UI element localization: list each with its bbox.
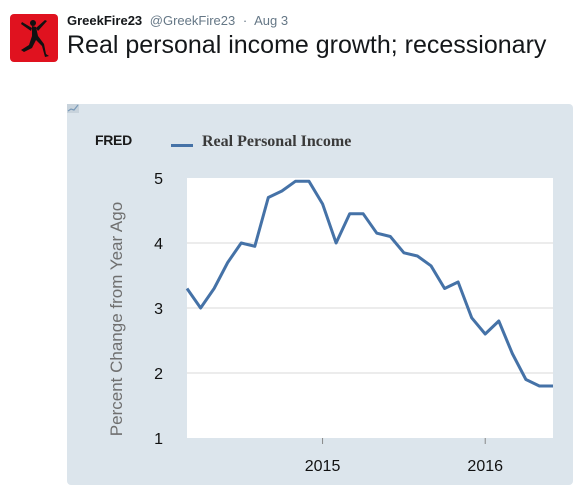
y-tick-label: 3 xyxy=(154,301,163,318)
tweet-header: GreekFire23 @GreekFire23 · Aug 3 xyxy=(67,13,288,28)
y-tick-label: 5 xyxy=(154,171,163,188)
legend-swatch xyxy=(171,144,193,147)
tweet-text: Real personal income growth; recessionar… xyxy=(67,31,547,59)
author-name[interactable]: GreekFire23 xyxy=(67,13,143,28)
fred-graph-icon xyxy=(67,104,79,113)
series-line-real-personal-income xyxy=(185,179,553,388)
tweet-date[interactable]: Aug 3 xyxy=(254,13,289,28)
y-tick-label: 4 xyxy=(154,236,163,253)
avatar[interactable] xyxy=(10,14,58,62)
author-handle[interactable]: @GreekFire23 xyxy=(149,13,236,28)
chart-svg: 1 2 3 4 5 2015 2016 xyxy=(154,171,554,475)
y-tick-label: 2 xyxy=(154,366,163,383)
separator: · xyxy=(242,13,248,28)
x-tick-label: 2015 xyxy=(305,458,341,475)
chart-image[interactable]: FRED Real Personal Income Percent Change… xyxy=(67,104,573,485)
fred-logo: FRED xyxy=(95,132,132,148)
y-tick-label: 1 xyxy=(154,431,163,448)
legend-label: Real Personal Income xyxy=(202,133,352,150)
jumpman-logo-icon xyxy=(21,20,49,57)
x-tick-label: 2016 xyxy=(467,458,503,475)
